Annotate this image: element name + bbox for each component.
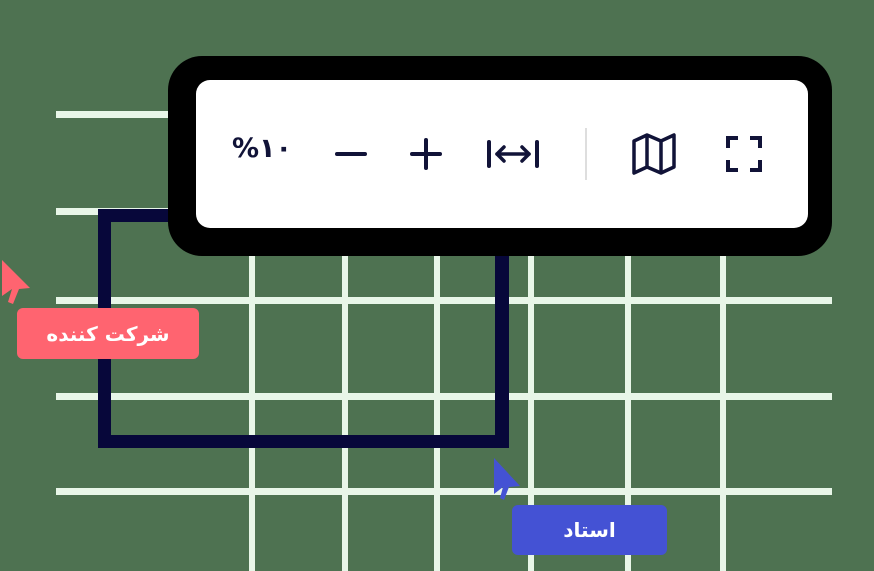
minus-icon [335,152,367,156]
zoom-level: ١٠% [231,133,293,164]
fullscreen-button[interactable] [722,132,766,176]
grid-line [56,297,832,304]
collaborator-name-badge: شرکت کننده [17,308,199,359]
grid-line [56,488,832,495]
zoom-toolbar: ١٠% [196,80,808,228]
grid-line [342,228,348,571]
zoom-out-button[interactable] [330,134,372,174]
collaborator-name: شرکت کننده [46,321,170,346]
grid-line [720,228,726,571]
teacher-name-badge: استاد [512,505,667,555]
map-icon [632,133,676,175]
grid-line [249,228,255,571]
grid-line [56,393,832,400]
teacher-name: استاد [563,518,616,542]
map-button[interactable] [630,130,678,178]
fit-width-button[interactable] [485,134,541,174]
zoom-in-button[interactable] [405,134,447,174]
toolbar-divider [585,128,587,180]
teacher-cursor [492,456,524,504]
pointer-cursor-icon [494,458,520,500]
fit-width-icon [487,140,539,168]
pointer-cursor-icon [2,260,30,304]
grid-line [625,228,631,571]
grid-line [528,228,534,571]
grid-line [434,228,440,571]
fullscreen-icon [726,136,762,172]
plus-icon [410,138,442,170]
collaborator-cursor [0,258,32,306]
